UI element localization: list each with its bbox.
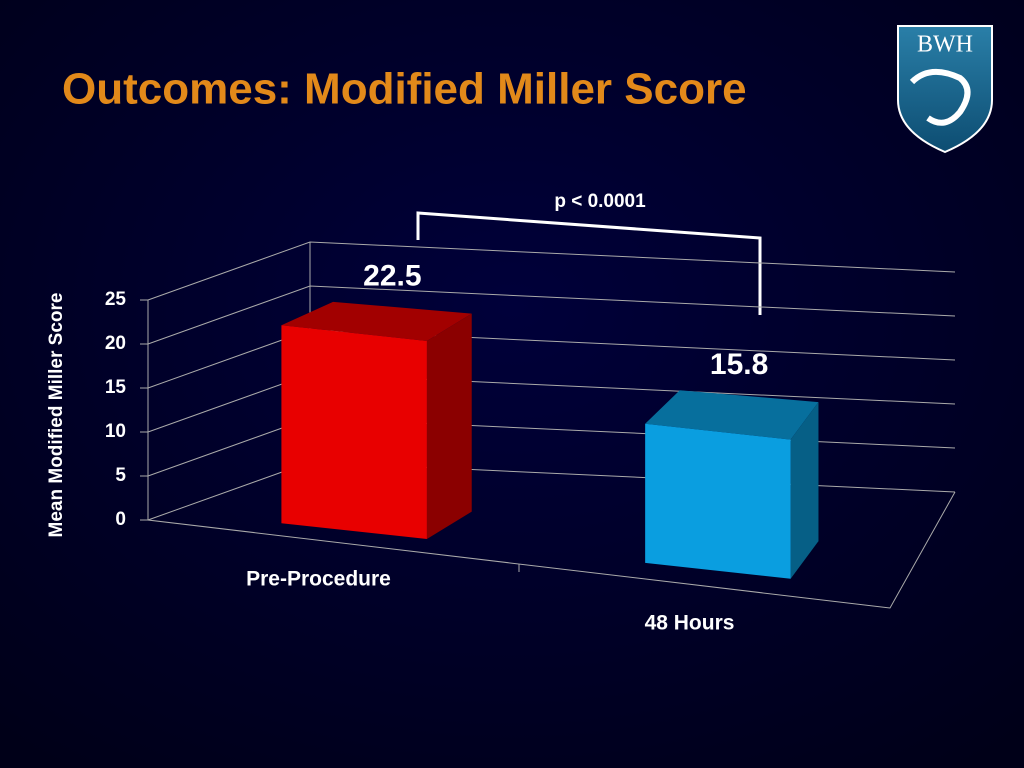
bar-side [426, 313, 472, 540]
y-tick-label: 0 [115, 509, 126, 530]
y-tick-label: 5 [115, 465, 126, 486]
slide-title: Outcomes: Modified Miller Score [62, 65, 747, 114]
significance-bracket [416, 211, 762, 315]
x-tick-label: 48 Hours [645, 612, 735, 635]
bar-side [790, 402, 819, 579]
grid-line [147, 285, 956, 345]
y-tick-label: 20 [105, 333, 126, 354]
value-label: 22.5 [363, 260, 421, 293]
bar [281, 325, 427, 540]
y-tick-label: 10 [105, 421, 126, 442]
logo-text: BWH [917, 32, 973, 58]
bar-top [281, 301, 472, 342]
value-label: 15.8 [710, 348, 768, 381]
y-axis-title: Mean Modified Miller Score [46, 293, 67, 538]
grid-line [147, 241, 956, 301]
annotation: p < 0.0001 [554, 191, 646, 212]
logo: BWH [897, 25, 993, 154]
bar-top [645, 390, 819, 440]
y-tick-label: 15 [105, 377, 127, 398]
bar [645, 423, 791, 579]
logo-shield [897, 25, 993, 154]
y-tick-label: 25 [105, 289, 127, 310]
x-tick-label: Pre-Procedure [246, 568, 391, 591]
logo-emblem [909, 69, 971, 126]
